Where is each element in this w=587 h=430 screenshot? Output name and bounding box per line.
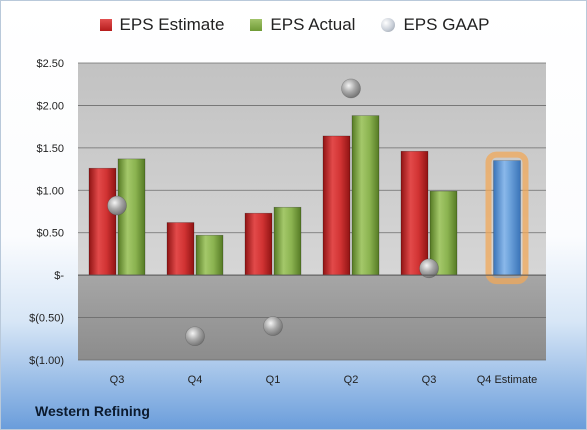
bar-eps-forecast xyxy=(493,160,521,276)
bar-eps-actual xyxy=(351,115,380,276)
y-tick-label: $- xyxy=(54,270,64,282)
x-tick-label: Q2 xyxy=(344,374,359,386)
y-tick-label: $1.00 xyxy=(36,185,64,197)
bar-eps-estimate xyxy=(400,150,429,276)
bar-eps-estimate xyxy=(244,212,273,276)
bar-eps-actual xyxy=(195,234,224,276)
y-tick-label: $0.50 xyxy=(36,228,64,240)
point-eps-gaap xyxy=(185,326,205,347)
legend-label-gaap: EPS GAAP xyxy=(403,15,490,34)
bar-eps-estimate xyxy=(166,222,195,276)
forecast-highlight xyxy=(485,151,529,285)
legend-swatch-estimate xyxy=(99,19,112,31)
bar-eps-actual xyxy=(273,206,302,276)
y-tick-label: $(1.00) xyxy=(29,355,64,367)
legend-label-actual: EPS Actual xyxy=(270,15,356,34)
y-tick-label: $1.50 xyxy=(36,143,64,155)
point-eps-gaap xyxy=(107,195,127,216)
y-tick-label: $2.50 xyxy=(36,58,64,70)
bar-eps-estimate xyxy=(322,135,351,276)
legend-item-gaap: EPS GAAP xyxy=(381,15,489,35)
chart-legend: EPS Estimate EPS Actual EPS GAAP xyxy=(1,15,586,35)
x-tick-label: Q1 xyxy=(266,374,281,386)
legend-item-estimate: EPS Estimate xyxy=(99,15,225,35)
legend-label-estimate: EPS Estimate xyxy=(119,15,225,34)
point-eps-gaap xyxy=(263,316,283,336)
point-eps-gaap xyxy=(341,78,361,99)
x-tick-label: Q4 Estimate xyxy=(477,374,538,386)
plot-area-positive xyxy=(78,63,546,276)
bar-eps-actual xyxy=(117,158,146,276)
x-tick-label: Q3 xyxy=(110,374,125,386)
x-tick-label: Q4 xyxy=(188,374,203,386)
y-tick-label: $2.00 xyxy=(36,100,64,112)
x-tick-label: Q3 xyxy=(422,374,437,386)
company-name: Western Refining xyxy=(35,403,150,419)
legend-item-actual: EPS Actual xyxy=(250,15,355,35)
legend-swatch-gaap xyxy=(381,18,396,32)
y-tick-label: $(0.50) xyxy=(29,313,64,325)
legend-swatch-actual xyxy=(250,19,263,31)
point-eps-gaap xyxy=(419,258,439,279)
bar-eps-estimate xyxy=(88,167,117,276)
